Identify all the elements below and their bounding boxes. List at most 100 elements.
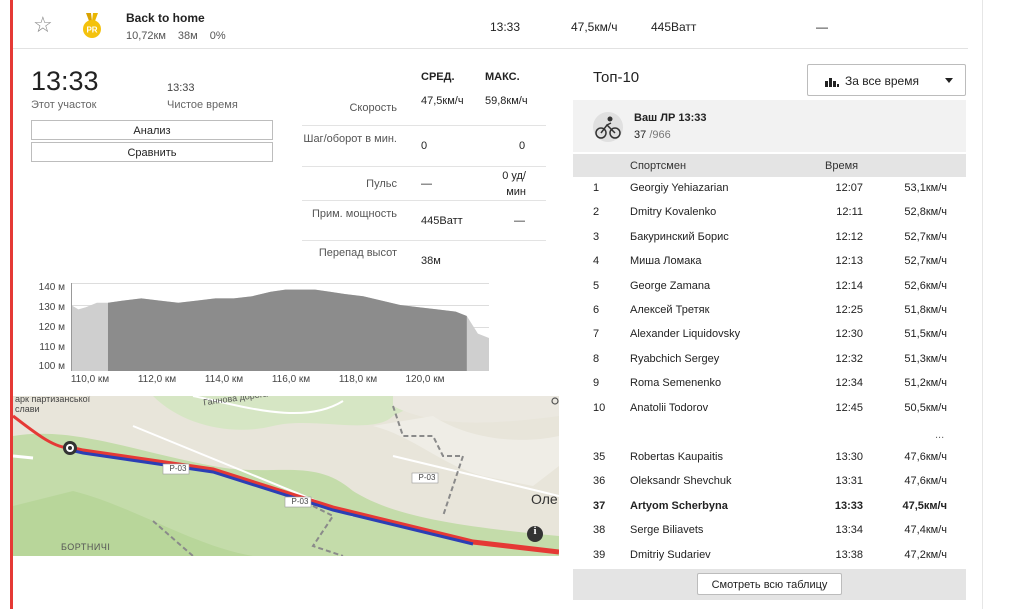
athlete-name[interactable]: Миша Ломака	[630, 255, 702, 268]
leaderboard-row[interactable]: 3 Бакуринский Борис 12:12 52,7км/ч	[573, 226, 966, 250]
row-separator	[302, 200, 546, 201]
x-tick: 120,0 км	[405, 374, 445, 385]
speed-cell: 51,5км/ч	[904, 328, 947, 341]
time-cell: 12:25	[835, 304, 863, 316]
svg-text:PR: PR	[86, 26, 97, 35]
time-cell: 13:34	[835, 524, 863, 537]
speed-cell: 52,6км/ч	[904, 279, 947, 292]
compare-button[interactable]: Сравнить	[31, 142, 273, 162]
y-tick: 130 м	[38, 302, 65, 313]
map-label: Оле	[531, 491, 558, 507]
athlete-name[interactable]: George Zamana	[630, 279, 711, 292]
rank-cell: 6	[593, 304, 600, 316]
stat-max: 0	[519, 140, 526, 152]
x-tick: 114,0 км	[204, 374, 244, 385]
athlete-name[interactable]: Ryabchich Sergey	[630, 352, 720, 365]
speed-cell: 53,1км/ч	[904, 182, 947, 194]
star-icon[interactable]: ☆	[33, 12, 53, 37]
analyze-button[interactable]: Анализ	[31, 120, 273, 140]
leaderboard-row[interactable]: 7 Alexander Liquidovsky 12:30 51,5км/ч	[573, 323, 966, 347]
leaderboard-row[interactable]: 10 Anatolii Todorov 12:45 50,5км/ч	[573, 397, 966, 421]
effort-hr: —	[816, 20, 828, 34]
time-cell: 12:07	[835, 182, 863, 194]
view-full-leaderboard-button[interactable]: Смотреть всю таблицу	[697, 573, 842, 595]
speed-cell: 52,7км/ч	[904, 255, 947, 268]
rank-cell: 4	[593, 255, 600, 268]
avg-header: СРЕД.	[421, 71, 455, 83]
segment-effort-row[interactable]	[13, 0, 968, 49]
athlete-name[interactable]: Алексей Третяк	[630, 304, 710, 316]
rank-cell: 35	[593, 451, 606, 463]
athlete-name[interactable]: Бакуринский Борис	[630, 230, 729, 243]
athlete-name[interactable]: Serge Biliavets	[630, 524, 704, 537]
segment-name[interactable]: Back to home	[126, 11, 205, 25]
map-label: арк партизанської слави	[15, 396, 91, 414]
athlete-name[interactable]: Dmitriy Sudariev	[630, 548, 711, 561]
speed-cell: 52,7км/ч	[904, 230, 947, 243]
effort-power: 445Ватт	[651, 20, 697, 34]
athlete-name[interactable]: Alexander Liquidovsky	[630, 328, 741, 341]
elevation-profile-chart[interactable]	[71, 283, 489, 371]
y-tick: 100 м	[38, 361, 65, 372]
segment-grade: 0%	[209, 30, 226, 42]
leaderboard-row[interactable]: 1 Georgiy Yehiazarian 12:07 53,1км/ч	[573, 177, 966, 201]
active-row-indicator	[10, 0, 13, 609]
rank-cell: 5	[593, 279, 600, 292]
stat-avg: 0	[421, 140, 428, 152]
stat-label: Скорость	[349, 102, 397, 114]
stat-label: Пульс	[366, 178, 397, 190]
effort-time: 13:33	[490, 20, 521, 34]
time-cell: 12:45	[835, 401, 863, 414]
speed-cell: 50,5км/ч	[904, 401, 947, 414]
leaderboard-row[interactable]: 35 Robertas Kaupaitis 13:30 47,6км/ч	[573, 446, 966, 470]
speed-cell: 51,8км/ч	[904, 304, 947, 316]
road-label: Р-03	[169, 464, 187, 473]
stat-label: Прим. мощность	[311, 208, 397, 220]
leaderboard-row[interactable]: 37 Artyom Scherbyna 13:33 47,5км/ч	[573, 495, 966, 519]
leaderboard-row[interactable]: 6 Алексей Третяк 12:25 51,8км/ч	[573, 299, 966, 323]
leaderboard-row[interactable]: 36 Oleksandr Shevchuk 13:31 47,6км/ч	[573, 470, 966, 494]
segment-stats: 10,72км 38м 0%	[126, 30, 238, 42]
time-cell: 12:13	[835, 255, 863, 268]
x-tick: 110,0 км	[70, 374, 110, 385]
leaderboard-row[interactable]: 38 Serge Biliavets 13:34 47,4км/ч	[573, 519, 966, 543]
rank-cell: 10	[593, 401, 606, 414]
row-separator	[302, 166, 546, 167]
leaderboard-header: Спортсмен Время	[573, 154, 966, 177]
segment-map[interactable]: арк партизанської слави Ганнова дорога Р…	[13, 396, 559, 556]
time-filter-dropdown[interactable]: За все время	[807, 64, 966, 96]
map-canvas[interactable]	[13, 396, 559, 556]
map-info-icon[interactable]: i	[533, 525, 537, 537]
stat-avg: 445Ватт	[421, 215, 463, 227]
speed-cell: 47,6км/ч	[904, 451, 947, 463]
athlete-name[interactable]: Anatolii Todorov	[630, 401, 709, 414]
leaderboard-row[interactable]: 4 Миша Ломака 12:13 52,7км/ч	[573, 250, 966, 274]
time-cell: 12:34	[835, 377, 863, 390]
athlete-avatar[interactable]	[592, 111, 624, 143]
leaderboard-row[interactable]: 8 Ryabchich Sergey 12:32 51,3км/ч	[573, 348, 966, 372]
y-tick: 120 м	[38, 322, 65, 333]
athlete-name[interactable]: Georgiy Yehiazarian	[630, 182, 729, 194]
athlete-name[interactable]: Roma Semenenko	[630, 377, 722, 390]
stat-label: Шаг/оборот в мин.	[303, 133, 397, 145]
rank-cell: 38	[593, 524, 606, 537]
segment-time-label: Этот участок	[31, 99, 97, 111]
leaderboard-row[interactable]: 5 George Zamana 12:14 52,6км/ч	[573, 275, 966, 299]
leaderboard-row[interactable]: 2 Dmitry Kovalenko 12:11 52,8км/ч	[573, 201, 966, 225]
athlete-name[interactable]: Robertas Kaupaitis	[630, 451, 723, 463]
segment-distance: 10,72км	[126, 30, 166, 42]
rank-cell: 7	[593, 328, 600, 341]
rank-cell: 37	[593, 499, 606, 512]
leaderboard-row[interactable]: 39 Dmitriy Sudariev 13:38 47,2км/ч	[573, 544, 966, 568]
pr-medal-icon: PR	[83, 13, 101, 38]
athlete-name[interactable]: Dmitry Kovalenko	[630, 206, 717, 219]
y-tick: 110 м	[39, 342, 65, 353]
your-rank: 37 /966	[634, 129, 671, 141]
leaderboard-row[interactable]: 9 Roma Semenenko 12:34 51,2км/ч	[573, 372, 966, 396]
time-cell: 13:38	[835, 548, 863, 561]
speed-cell: 47,6км/ч	[904, 475, 947, 488]
athlete-name[interactable]: Artyom Scherbyna	[630, 499, 728, 512]
stat-max: —	[514, 215, 525, 227]
leaderboard-title: Топ-10	[593, 69, 640, 86]
athlete-name[interactable]: Oleksandr Shevchuk	[630, 475, 732, 488]
